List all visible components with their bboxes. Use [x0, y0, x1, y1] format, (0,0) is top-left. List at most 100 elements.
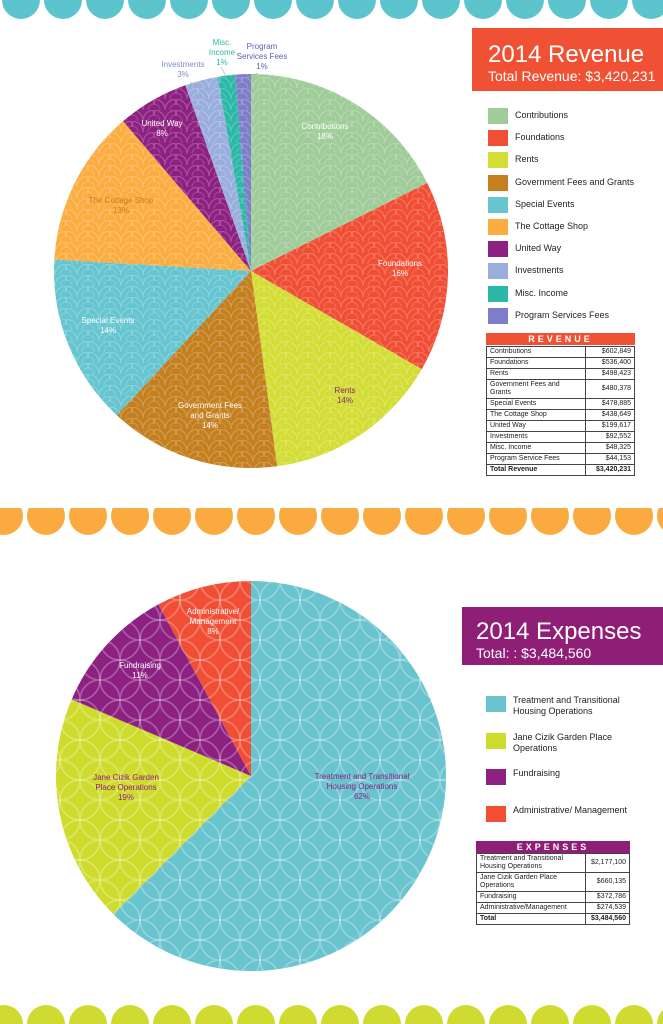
revenue-slice-pattern-contributions	[251, 74, 428, 271]
revenue-legend-item: Special Events	[488, 196, 658, 218]
revenue-legend-item: Rents	[488, 151, 658, 173]
revenue-row-value: $48,325	[585, 442, 635, 454]
expenses-slice-percent: 62%	[354, 792, 370, 801]
revenue-row-value: $498,423	[585, 368, 635, 380]
revenue-slice-percent: 14%	[100, 326, 116, 335]
expenses-legend-label: Administrative/ Management	[513, 804, 628, 815]
revenue-legend-swatch	[488, 152, 508, 169]
revenue-table-row: Program Service Fees $44,153	[485, 453, 635, 465]
expenses-slice-label: Treatment and Transitional Housing Operat…	[315, 772, 410, 801]
revenue-table-header: REVENUE	[486, 333, 635, 345]
revenue-legend-swatch	[488, 307, 508, 324]
revenue-total-row: Total Revenue $3,420,231	[485, 464, 635, 476]
revenue-table-row: Government Fees and Grants $480,378	[485, 379, 635, 399]
revenue-slice-percent: 1%	[216, 58, 228, 67]
revenue-table-row: Misc. Income $48,325	[485, 442, 635, 454]
revenue-header: 2014 Revenue Total Revenue: $3,420,231	[472, 28, 663, 91]
revenue-slice-percent: 8%	[156, 129, 168, 138]
revenue-legend-item: United Way	[488, 240, 658, 262]
revenue-slice-pattern-foundations	[251, 182, 449, 370]
revenue-slice-percent: 16%	[392, 269, 408, 278]
expenses-row-label: Treatment and Transitional Housing Opera…	[475, 853, 587, 873]
revenue-row-label: Government Fees and Grants	[485, 379, 587, 399]
revenue-row-label: Foundations	[485, 357, 587, 369]
expenses-table-row: Treatment and Transitional Housing Opera…	[475, 853, 630, 873]
revenue-slice-pattern-rents	[251, 271, 422, 467]
revenue-subtitle: Total Revenue: $3,420,231	[488, 68, 656, 84]
revenue-total-value: $3,420,231	[585, 464, 635, 476]
revenue-table: Contributions $602,849 Foundations $536,400…	[485, 346, 635, 476]
expenses-row-value: $660,135	[585, 872, 630, 892]
revenue-slice-label: Rents 14%	[335, 386, 356, 405]
expenses-row-value: $2,177,100	[585, 853, 630, 873]
revenue-slice-percent: 18%	[317, 132, 333, 141]
revenue-legend-item: Misc. Income	[488, 285, 658, 307]
revenue-slice-pattern-the-cottage-shop	[54, 121, 252, 271]
expenses-legend: Treatment and Transitional Housing Opera…	[486, 695, 656, 841]
expenses-legend-item: Fundraising	[486, 768, 656, 805]
revenue-leader-line	[189, 81, 206, 93]
expenses-table: Treatment and Transitional Housing Opera…	[475, 853, 630, 925]
revenue-legend-label: Rents	[515, 154, 539, 165]
revenue-table-row: The Cottage Shop $438,649	[485, 409, 635, 421]
revenue-slice-pattern-investments	[185, 76, 251, 271]
revenue-table-row: Contributions $602,849	[485, 346, 635, 358]
revenue-legend-label: Contributions	[515, 110, 569, 120]
expenses-table-row: Fundraising $372,786	[475, 891, 630, 903]
revenue-legend-swatch	[488, 196, 508, 213]
expenses-subtitle: Total: : $3,484,560	[476, 645, 592, 661]
revenue-legend-item: Government Fees and Grants	[488, 174, 658, 196]
expenses-pie-chart: Treatment and Transitional Housing Operat…	[56, 581, 447, 972]
revenue-slice-pattern-government-fees-and-grants	[116, 271, 278, 469]
revenue-table-row: Special Events $478,885	[485, 398, 635, 410]
revenue-slice-percent: 13%	[113, 206, 129, 215]
expenses-total-row: Total $3,484,560	[475, 913, 630, 925]
revenue-legend: Contributions Foundations Rents Government …	[488, 107, 658, 329]
revenue-legend-label: Program Services Fees	[515, 309, 610, 320]
expenses-legend-swatch	[486, 805, 506, 822]
revenue-slice-pattern-misc-income	[217, 74, 251, 272]
revenue-pie-chart: Contributions 18% Foundations 16% Rents 14% Go…	[54, 38, 449, 469]
expenses-legend-swatch	[486, 769, 506, 785]
revenue-legend-label: Special Events	[515, 198, 575, 209]
revenue-slice-percent: 3%	[177, 70, 189, 79]
revenue-legend-item: Foundations	[488, 129, 658, 151]
revenue-legend-item: Investments	[488, 262, 658, 284]
expenses-legend-swatch	[486, 732, 506, 749]
revenue-row-value: $480,378	[585, 379, 635, 399]
revenue-legend-swatch	[488, 108, 508, 124]
revenue-legend-label: The Cottage Shop	[515, 220, 589, 231]
expenses-slice-pattern-jane-cizik-garden-place-operations	[56, 699, 251, 915]
expenses-table-row: Jane Cizik Garden Place Operations $660,1…	[475, 872, 630, 892]
expenses-slice-percent: 11%	[132, 671, 147, 680]
revenue-slice-label: The Cottage Shop 13%	[89, 196, 154, 215]
expenses-slice-pattern-treatment-and-transitional-housing-operations	[113, 581, 447, 972]
revenue-slice-label: Government Fees and Grants 14%	[178, 401, 242, 430]
revenue-legend-swatch	[488, 241, 508, 258]
revenue-row-value: $92,552	[585, 431, 635, 443]
expenses-slice-pattern-fundraising	[71, 604, 251, 776]
middle-scallop-border	[0, 508, 663, 535]
revenue-table-row: United Way $199,617	[485, 420, 635, 432]
revenue-table-row: Rents $498,423	[485, 368, 635, 380]
expenses-legend-item: Treatment and Transitional Housing Opera…	[486, 695, 656, 732]
revenue-legend-swatch	[488, 130, 508, 147]
revenue-slice-pattern-program-services-fees	[235, 74, 251, 271]
revenue-legend-label: Foundations	[515, 132, 565, 143]
expenses-row-label: Fundraising	[475, 891, 587, 903]
revenue-legend-item: Contributions	[488, 107, 658, 129]
revenue-total-label: Total Revenue	[485, 464, 587, 476]
revenue-legend-label: United Way	[515, 243, 562, 254]
revenue-row-value: $602,849	[585, 346, 635, 358]
revenue-slice-percent: 1%	[256, 62, 268, 71]
revenue-row-value: $199,617	[585, 420, 635, 432]
expenses-table-header: EXPENSES	[476, 841, 630, 853]
revenue-legend-swatch	[488, 174, 508, 191]
revenue-row-label: Contributions	[485, 346, 587, 358]
expenses-row-value: $372,786	[585, 891, 630, 903]
revenue-row-label: Special Events	[485, 398, 587, 410]
revenue-row-label: The Cottage Shop	[485, 409, 587, 421]
expenses-table-row: Administrative/Management $274,539	[475, 902, 630, 914]
revenue-row-label: Investments	[485, 431, 587, 443]
revenue-leader-line	[246, 72, 259, 79]
